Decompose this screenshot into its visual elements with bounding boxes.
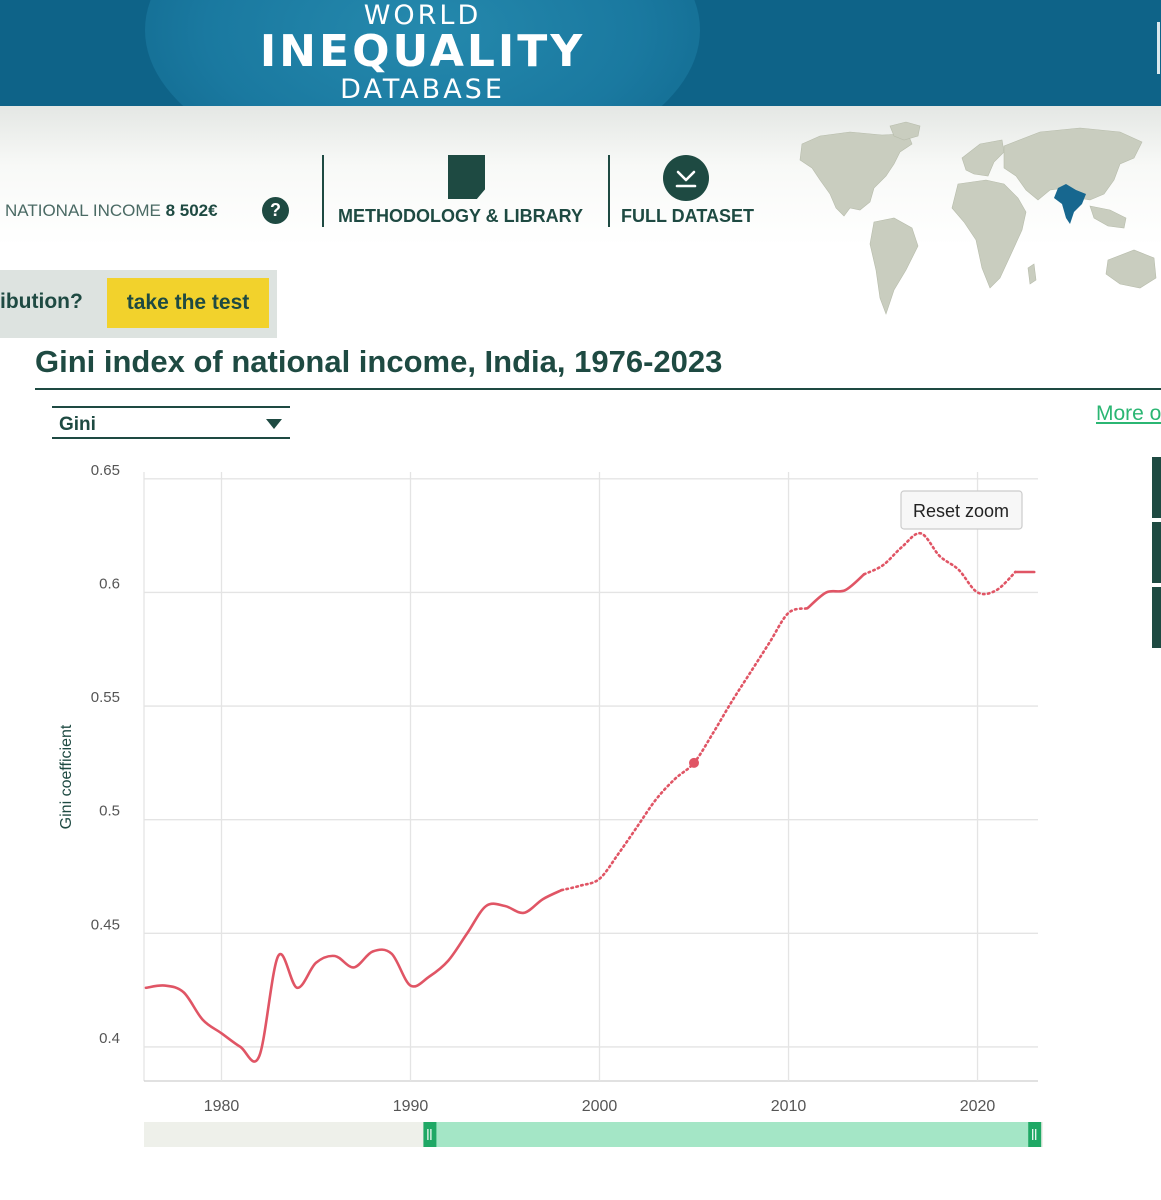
series-line-dotted xyxy=(560,607,809,892)
logo-halo xyxy=(145,0,700,106)
y-tick-label: 0.45 xyxy=(91,916,120,933)
x-tick-label: 2000 xyxy=(582,1098,618,1115)
take-test-button[interactable]: take the test xyxy=(107,278,269,328)
y-tick-label: 0.65 xyxy=(91,462,120,479)
caret-down-icon xyxy=(266,419,282,429)
side-tab[interactable] xyxy=(1152,457,1161,518)
chart-grid xyxy=(143,472,1038,1082)
logo-line-world: WORLD xyxy=(363,0,482,31)
y-axis-ticks: 0.4 0.45 0.5 0.55 0.6 0.65 xyxy=(91,462,120,1047)
download-icon[interactable] xyxy=(663,155,709,201)
y-tick-label: 0.4 xyxy=(99,1030,120,1047)
x-tick-label: 2020 xyxy=(960,1098,996,1115)
y-tick-label: 0.6 xyxy=(99,575,120,592)
navigator-handle[interactable] xyxy=(423,1122,437,1147)
gini-series[interactable] xyxy=(144,532,1036,1063)
reset-zoom-box xyxy=(900,490,1023,530)
side-tab[interactable] xyxy=(1152,587,1161,648)
national-income-label: NATIONAL INCOME xyxy=(5,201,161,220)
hover-marker[interactable] xyxy=(689,757,700,768)
nav-divider xyxy=(608,155,610,227)
navigator-handle[interactable] xyxy=(1028,1122,1042,1147)
title-divider xyxy=(35,388,1161,390)
navigator-selection[interactable] xyxy=(429,1122,1035,1147)
quiz-question: ibution? xyxy=(0,290,83,313)
more-link[interactable]: More o xyxy=(1096,402,1161,425)
national-income-value: 8 502€ xyxy=(165,201,218,220)
x-axis-ticks: 1980 1990 2000 2010 2020 xyxy=(204,1098,996,1115)
side-tab[interactable] xyxy=(1152,522,1161,583)
document-icon[interactable] xyxy=(448,155,485,199)
header-edge-marker xyxy=(1157,22,1160,74)
reset-zoom-label: Reset zoom xyxy=(913,501,1009,521)
india-highlight xyxy=(1054,184,1086,224)
x-tick-label: 2010 xyxy=(771,1098,807,1115)
logo-line-database: DATABASE xyxy=(340,74,505,105)
download-arrow-icon xyxy=(675,170,697,188)
series-line-solid xyxy=(144,888,563,1063)
full-dataset-link[interactable]: FULL DATASET xyxy=(621,206,754,226)
chart-title: Gini index of national income, India, 19… xyxy=(35,344,723,379)
world-map-icon[interactable] xyxy=(790,118,1161,323)
logo-line-inequality: INEQUALITY xyxy=(259,26,586,77)
series-line-solid xyxy=(806,573,866,610)
national-income: NATIONAL INCOME 8 502€ xyxy=(5,201,218,221)
series-line-dotted xyxy=(862,532,1017,596)
x-tick-label: 1980 xyxy=(204,1098,240,1115)
site-header: WORLD INEQUALITY DATABASE xyxy=(0,0,1161,106)
range-navigator[interactable] xyxy=(144,1122,1043,1147)
methodology-library-link[interactable]: METHODOLOGY & LIBRARY xyxy=(338,206,584,226)
x-tick-label: 1990 xyxy=(393,1098,429,1115)
gini-line-chart[interactable]: 0.4 0.45 0.5 0.55 0.6 0.65 1980 1990 2000 2010 20… xyxy=(0,440,1100,1160)
nav-divider xyxy=(322,155,324,227)
help-icon[interactable]: ? xyxy=(262,197,289,224)
indicator-select-value: Gini xyxy=(59,414,96,435)
y-tick-label: 0.55 xyxy=(91,689,120,706)
reset-zoom-button[interactable]: Reset zoom xyxy=(900,490,1023,530)
y-axis-label: Gini coefficient xyxy=(58,724,75,829)
indicator-select[interactable]: Gini xyxy=(52,406,290,439)
y-tick-label: 0.5 xyxy=(99,803,120,820)
